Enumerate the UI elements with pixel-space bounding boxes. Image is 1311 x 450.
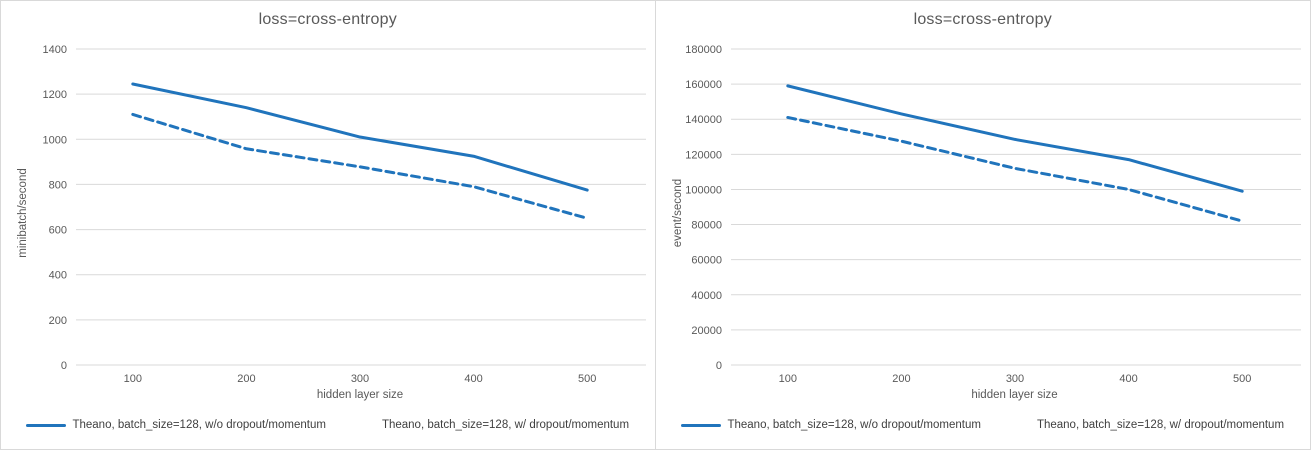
series-line-dashed (131, 112, 589, 220)
y-tick-label: 400 (49, 270, 67, 282)
y-tick-label: 200 (49, 315, 67, 327)
x-axis-title: hidden layer size (316, 389, 404, 401)
y-tick-label: 800 (49, 179, 67, 191)
legend: Theano, batch_size=128, w/o dropout/mome… (656, 419, 1311, 431)
y-tick-label: 40000 (691, 290, 722, 302)
y-tick-label: 0 (61, 360, 67, 372)
legend-item-dashed: Theano, batch_size=128, w/ dropout/momen… (997, 419, 1284, 431)
legend-label: Theano, batch_size=128, w/o dropout/mome… (72, 419, 326, 431)
chart-panel-event: 0 20000 40000 60000 80000 100000 120000 140000 1… (655, 1, 1311, 449)
legend-item-dashed: Theano, batch_size=128, w/ dropout/momen… (342, 419, 629, 431)
y-tick-label: 160000 (685, 79, 722, 91)
series-line-solid (785, 84, 1244, 193)
x-axis-title: hidden layer size (971, 389, 1058, 401)
y-tick-label: 140000 (685, 114, 722, 126)
dashed-line-swatch-icon (342, 424, 376, 427)
legend-label: Theano, batch_size=128, w/o dropout/mome… (727, 419, 981, 431)
y-axis-title: event/second (671, 178, 684, 248)
x-tick-label: 400 (464, 373, 482, 385)
x-tick-label: 300 (1005, 373, 1023, 385)
legend-item-solid: Theano, batch_size=128, w/o dropout/mome… (26, 419, 326, 431)
x-tick-label: 200 (892, 373, 910, 385)
x-tick-label: 400 (1119, 373, 1137, 385)
x-tick-label: 100 (124, 373, 142, 385)
y-tick-label: 20000 (691, 325, 722, 337)
x-tick-label: 200 (237, 373, 255, 385)
x-tick-label: 500 (1233, 373, 1251, 385)
y-axis-title: minibatch/second (17, 168, 29, 258)
y-tick-label: 80000 (691, 220, 722, 232)
y-tick-label: 100000 (685, 184, 722, 196)
plot-area: 0 20000 40000 60000 80000 100000 120000 140000 1… (685, 44, 1301, 385)
y-tick-label: 60000 (691, 255, 722, 267)
series-line-dashed (785, 115, 1244, 223)
chart-panel-minibatch: 0 200 400 600 800 1000 1200 1400 100 200 300 400 500… (1, 1, 656, 449)
legend-label: Theano, batch_size=128, w/ dropout/momen… (381, 419, 630, 431)
y-tick-label: 180000 (685, 44, 722, 56)
chart-title: loss=cross-entropy (913, 11, 1052, 28)
y-tick-label: 1400 (43, 44, 67, 56)
y-tick-label: 0 (715, 360, 721, 372)
legend-label: Theano, batch_size=128, w/ dropout/momen… (1036, 419, 1285, 431)
legend: Theano, batch_size=128, w/o dropout/mome… (1, 419, 655, 431)
solid-line-swatch-icon (26, 423, 67, 427)
x-tick-label: 500 (578, 373, 596, 385)
solid-line-swatch-icon (681, 423, 722, 427)
y-tick-label: 120000 (685, 149, 722, 161)
y-tick-label: 600 (49, 225, 67, 237)
x-tick-label: 300 (351, 373, 369, 385)
y-tick-label: 1000 (43, 134, 67, 146)
dashed-line-swatch-icon (997, 424, 1031, 427)
y-tick-label: 1200 (43, 89, 67, 101)
legend-item-solid: Theano, batch_size=128, w/o dropout/mome… (681, 419, 981, 431)
x-tick-label: 100 (778, 373, 796, 385)
plot-area: 0 200 400 600 800 1000 1200 1400 100 200 300 400 500 (43, 44, 646, 385)
chart-title: loss=cross-entropy (258, 11, 397, 28)
series-line-solid (131, 82, 589, 192)
